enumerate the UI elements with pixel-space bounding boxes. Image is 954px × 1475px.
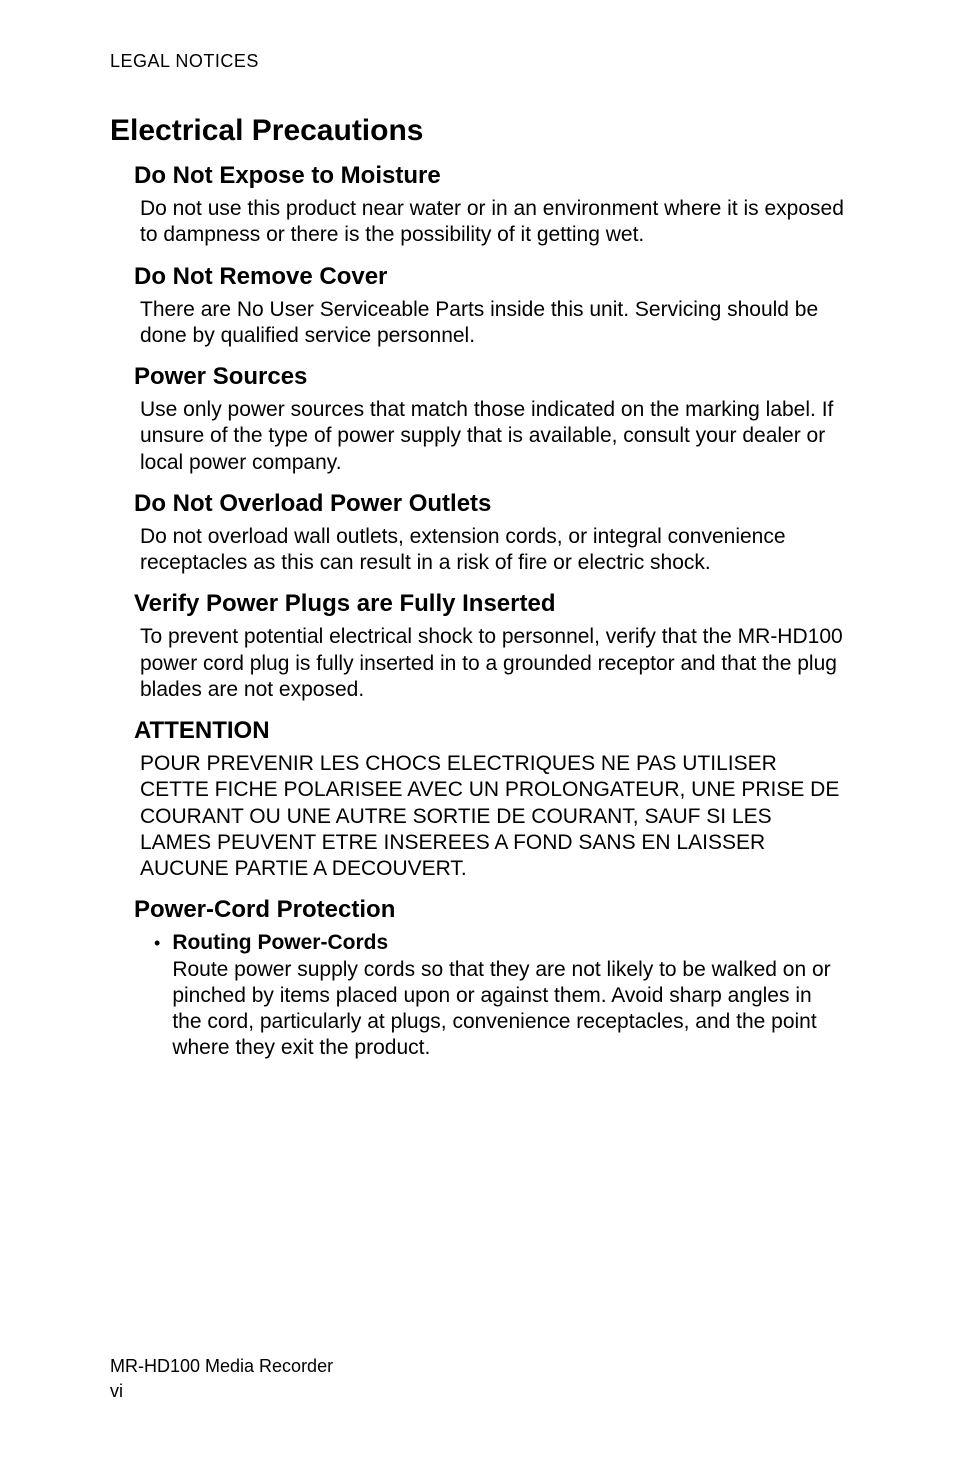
section-body: Use only power sources that match those … [134,397,844,476]
section-heading: Power-Cord Protection [134,896,844,924]
footer-page-number: vi [110,1379,333,1403]
section-body: There are No User Serviceable Parts insi… [134,297,844,350]
bullet-content: Routing Power-Cords Route power supply c… [172,930,844,1061]
page-container: LEGAL NOTICES Electrical Precautions Do … [0,0,954,1475]
page-title: Electrical Precautions [110,114,844,148]
section-power-cord-protection: Power-Cord Protection • Routing Power-Co… [110,896,844,1061]
section-heading: Do Not Overload Power Outlets [134,490,844,518]
section-attention: ATTENTION POUR PREVENIR LES CHOCS ELECTR… [110,717,844,882]
page-footer: MR-HD100 Media Recorder vi [110,1354,333,1403]
section-body: Do not use this product near water or in… [134,196,844,249]
section-heading: Do Not Expose to Moisture [134,162,844,190]
section-body: POUR PREVENIR LES CHOCS ELECTRIQUES NE P… [134,751,844,882]
section-heading: ATTENTION [134,717,844,745]
running-header: LEGAL NOTICES [110,51,844,72]
section-heading: Power Sources [134,363,844,391]
bullet-body: Route power supply cords so that they ar… [172,958,830,1060]
section-body: Do not overload wall outlets, extension … [134,524,844,577]
bullet-list: • Routing Power-Cords Route power supply… [134,930,844,1061]
section-heading: Do Not Remove Cover [134,263,844,291]
footer-product-name: MR-HD100 Media Recorder [110,1354,333,1378]
section-moisture: Do Not Expose to Moisture Do not use thi… [110,162,844,249]
section-remove-cover: Do Not Remove Cover There are No User Se… [110,263,844,350]
bullet-dot-icon: • [154,930,160,1061]
section-heading: Verify Power Plugs are Fully Inserted [134,590,844,618]
bullet-title: Routing Power-Cords [172,931,388,954]
section-body: To prevent potential electrical shock to… [134,624,844,703]
section-verify-plugs: Verify Power Plugs are Fully Inserted To… [110,590,844,703]
list-item: • Routing Power-Cords Route power supply… [154,930,844,1061]
section-power-sources: Power Sources Use only power sources tha… [110,363,844,476]
section-overload: Do Not Overload Power Outlets Do not ove… [110,490,844,577]
